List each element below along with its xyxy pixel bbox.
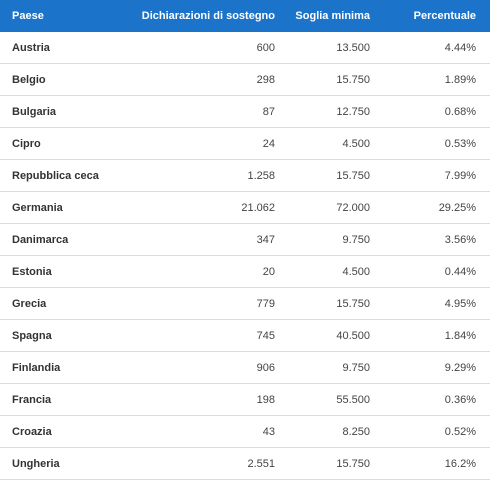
value-cell: 298 <box>130 63 275 96</box>
value-cell: 12.750 <box>275 95 370 128</box>
country-cell: Estonia <box>0 255 130 288</box>
value-cell: 40.500 <box>275 319 370 352</box>
table-row: Cipro 24 4.500 0.53% <box>0 127 490 160</box>
country-cell: Grecia <box>0 287 130 320</box>
value-cell: 43 <box>130 415 275 448</box>
table-row: Austria 600 13.500 4.44% <box>0 32 490 64</box>
header-row: Paese Dichiarazioni di sostegno Soglia min… <box>0 0 490 32</box>
value-cell: 4.500 <box>275 255 370 288</box>
value-cell: 0.52% <box>370 415 490 448</box>
value-cell: 779 <box>130 287 275 320</box>
value-cell: 15.750 <box>275 287 370 320</box>
table-row: Spagna 745 40.500 1.84% <box>0 319 490 352</box>
value-cell: 347 <box>130 223 275 256</box>
value-cell: 9.750 <box>275 351 370 384</box>
value-cell: 0.36% <box>370 383 490 416</box>
value-cell: 72.000 <box>275 191 370 224</box>
value-cell: 87 <box>130 95 275 128</box>
header-cell: Percentuale <box>370 0 490 32</box>
table-row: Danimarca 347 9.750 3.56% <box>0 223 490 256</box>
country-cell: Croazia <box>0 415 130 448</box>
value-cell: 745 <box>130 319 275 352</box>
country-cell: Ungheria <box>0 447 130 480</box>
country-cell: Danimarca <box>0 223 130 256</box>
header-cell: Soglia minima <box>275 0 370 32</box>
table-row: Belgio 298 15.750 1.89% <box>0 63 490 96</box>
header-cell: Dichiarazioni di sostegno <box>130 0 275 32</box>
table-row: Bulgaria 87 12.750 0.68% <box>0 95 490 128</box>
value-cell: 15.750 <box>275 63 370 96</box>
country-cell: Finlandia <box>0 351 130 384</box>
country-cell: Repubblica ceca <box>0 159 130 192</box>
table-row: Francia 198 55.500 0.36% <box>0 383 490 416</box>
value-cell: 24 <box>130 127 275 160</box>
table-row: Grecia 779 15.750 4.95% <box>0 287 490 320</box>
table-row: Estonia 20 4.500 0.44% <box>0 255 490 288</box>
value-cell: 9.29% <box>370 351 490 384</box>
header-cell: Paese <box>0 0 130 32</box>
country-cell: Spagna <box>0 319 130 352</box>
table-row: Ungheria 2.551 15.750 16.2% <box>0 447 490 480</box>
value-cell: 16.2% <box>370 447 490 480</box>
table-row: Croazia 43 8.250 0.52% <box>0 415 490 448</box>
value-cell: 906 <box>130 351 275 384</box>
country-cell: Bulgaria <box>0 95 130 128</box>
value-cell: 29.25% <box>370 191 490 224</box>
value-cell: 2.551 <box>130 447 275 480</box>
value-cell: 4.500 <box>275 127 370 160</box>
value-cell: 0.53% <box>370 127 490 160</box>
value-cell: 8.250 <box>275 415 370 448</box>
value-cell: 600 <box>130 32 275 64</box>
value-cell: 9.750 <box>275 223 370 256</box>
value-cell: 15.750 <box>275 159 370 192</box>
country-cell: Cipro <box>0 127 130 160</box>
value-cell: 15.750 <box>275 447 370 480</box>
value-cell: 0.68% <box>370 95 490 128</box>
country-cell: Francia <box>0 383 130 416</box>
value-cell: 1.89% <box>370 63 490 96</box>
value-cell: 20 <box>130 255 275 288</box>
value-cell: 198 <box>130 383 275 416</box>
country-cell: Austria <box>0 32 130 64</box>
country-cell: Germania <box>0 191 130 224</box>
value-cell: 1.84% <box>370 319 490 352</box>
value-cell: 3.56% <box>370 223 490 256</box>
table-row: Germania 21.062 72.000 29.25% <box>0 191 490 224</box>
value-cell: 21.062 <box>130 191 275 224</box>
value-cell: 1.258 <box>130 159 275 192</box>
value-cell: 7.99% <box>370 159 490 192</box>
country-cell: Belgio <box>0 63 130 96</box>
value-cell: 4.44% <box>370 32 490 64</box>
table-row: Repubblica ceca 1.258 15.750 7.99% <box>0 159 490 192</box>
table-body: Austria 600 13.500 4.44% Belgio 298 15.750 1.89… <box>0 32 490 480</box>
table-row: Finlandia 906 9.750 9.29% <box>0 351 490 384</box>
value-cell: 0.44% <box>370 255 490 288</box>
value-cell: 13.500 <box>275 32 370 64</box>
value-cell: 4.95% <box>370 287 490 320</box>
value-cell: 55.500 <box>275 383 370 416</box>
